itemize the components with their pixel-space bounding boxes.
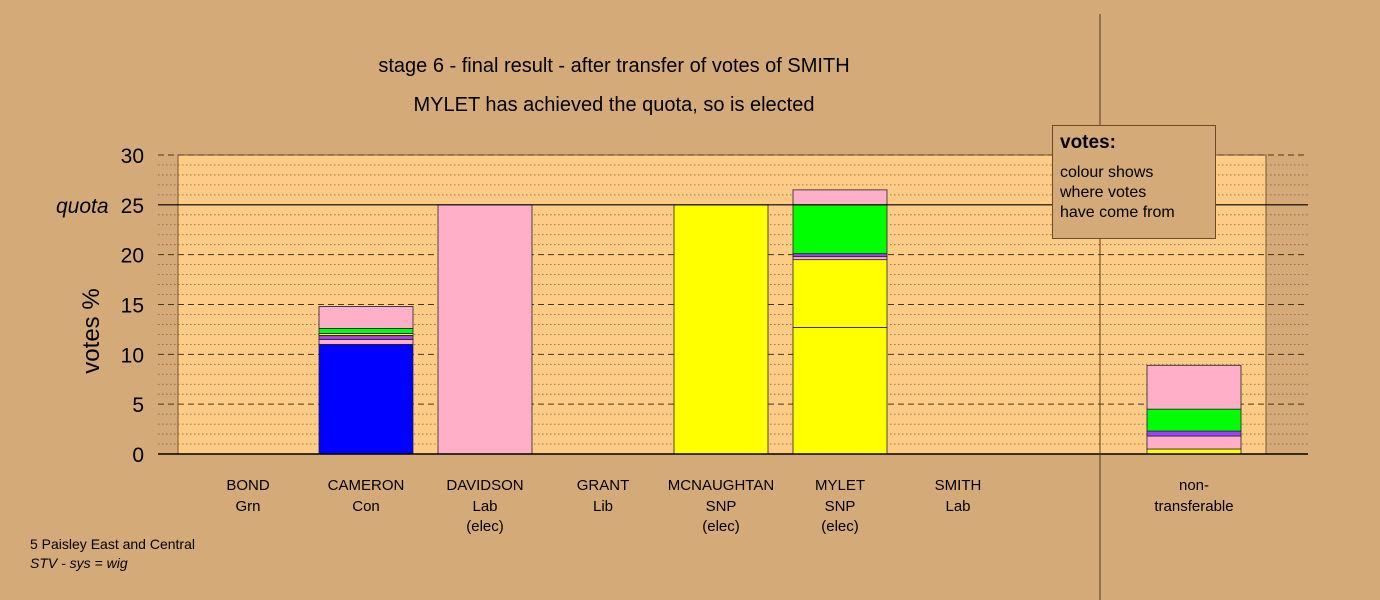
- x-label-name: SMITH: [935, 477, 982, 494]
- bar-segment: [792, 327, 888, 455]
- x-label-status: (elec): [466, 518, 504, 535]
- chart-title: stage 6 - final result - after transfer …: [378, 55, 849, 77]
- x-label-party: Con: [352, 498, 380, 515]
- bar-segment: [1146, 408, 1242, 432]
- system-label: STV - sys = wig: [30, 555, 128, 571]
- x-label-name: GRANT: [577, 477, 630, 494]
- y-tick-label: 30: [121, 145, 144, 168]
- legend-title: votes:: [1060, 132, 1116, 153]
- x-label-name: non-: [1179, 477, 1209, 494]
- x-label-name: BOND: [226, 477, 270, 494]
- x-label-party: transferable: [1154, 498, 1233, 515]
- bar-segment: [792, 189, 888, 206]
- bar-segment: [318, 343, 414, 455]
- ward-label: 5 Paisley East and Central: [30, 536, 195, 552]
- bar-segment: [1146, 364, 1242, 410]
- x-label-status: (elec): [821, 518, 859, 535]
- legend-line-2: where votes: [1060, 184, 1147, 201]
- x-label-party: Grn: [235, 498, 260, 515]
- y-tick-label: 10: [121, 344, 144, 367]
- bar-segment: [792, 204, 888, 255]
- legend-line-3: have come from: [1060, 204, 1175, 221]
- x-label-party: Lib: [593, 498, 613, 515]
- x-label-party: Lab: [945, 498, 970, 515]
- footer: 5 Paisley East and Central STV - sys = w…: [30, 535, 195, 573]
- bar-segment: [792, 259, 888, 328]
- y-tick-label: 0: [132, 444, 144, 467]
- bar-segment: [318, 334, 414, 340]
- y-axis-label: votes %: [78, 288, 105, 373]
- bar-segment: [318, 306, 414, 329]
- bar-segment: [792, 253, 888, 258]
- y-tick-label: 20: [121, 245, 144, 268]
- bar-segment: [1146, 435, 1242, 450]
- y-tick-label: 5: [132, 394, 144, 417]
- chart-subtitle: MYLET has achieved the quota, so is elec…: [414, 94, 815, 116]
- bar-segment: [673, 204, 769, 455]
- x-label-party: SNP: [825, 498, 856, 515]
- bar-segment: [318, 328, 414, 334]
- legend-box: votes: colour shows where votes have com…: [1052, 125, 1216, 239]
- x-label-party: SNP: [706, 498, 737, 515]
- legend-line-1: colour shows: [1060, 164, 1154, 181]
- x-label-name: MCNAUGHTAN: [668, 477, 774, 494]
- y-tick-label: 25: [121, 195, 144, 218]
- bar-segment: [318, 338, 414, 345]
- bar-segment: [1146, 430, 1242, 437]
- x-label-name: DAVIDSON: [446, 477, 523, 494]
- x-label-status: (elec): [702, 518, 740, 535]
- y-tick-label: 15: [121, 295, 144, 318]
- x-label-party: Lab: [472, 498, 497, 515]
- bar-segment: [792, 256, 888, 261]
- bar-segment: [437, 204, 533, 455]
- quota-label: quota: [56, 195, 109, 218]
- x-label-name: CAMERON: [328, 477, 405, 494]
- x-label-name: MYLET: [815, 477, 865, 494]
